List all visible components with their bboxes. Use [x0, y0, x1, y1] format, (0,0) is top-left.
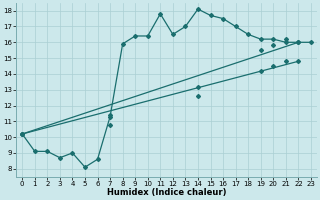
X-axis label: Humidex (Indice chaleur): Humidex (Indice chaleur)	[107, 188, 226, 197]
